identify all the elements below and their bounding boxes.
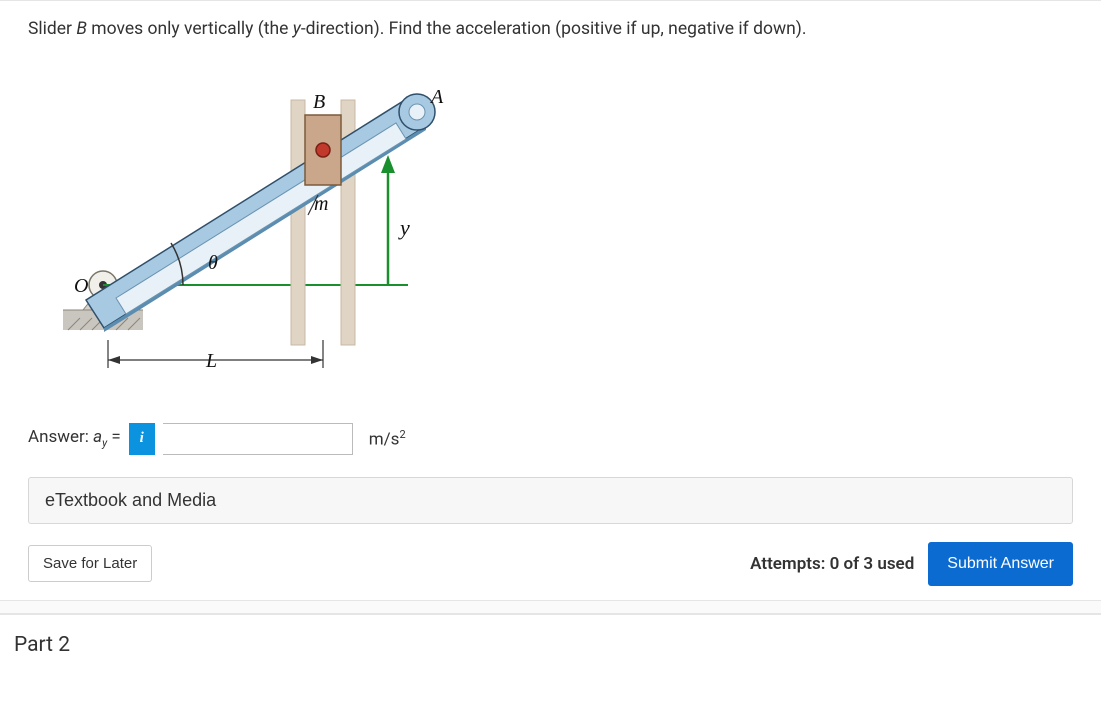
slider-pin <box>316 143 330 157</box>
unit-base: m/s <box>369 429 400 449</box>
answer-unit: m/s2 <box>369 428 406 450</box>
unit-sup: 2 <box>399 428 405 441</box>
save-for-later-button[interactable]: Save for Later <box>28 545 152 582</box>
question-text: Slider B moves only vertically (the y-di… <box>28 17 1073 42</box>
mechanism-figure: O B A m y θ L <box>28 60 1073 395</box>
dim-L-arrow-right <box>311 356 323 364</box>
label-y: y <box>398 215 410 240</box>
q-slider-var: B <box>76 19 87 39</box>
dim-L-arrow-left <box>108 356 120 364</box>
guide-left <box>291 100 305 345</box>
label-B: B <box>313 91 325 113</box>
label-A: A <box>429 86 444 108</box>
info-icon[interactable]: i <box>129 423 155 455</box>
q-prefix: Slider <box>28 19 76 39</box>
right-actions: Attempts: 0 of 3 used Submit Answer <box>750 542 1073 586</box>
answer-row: Answer: ay = i m/s2 <box>28 423 1073 455</box>
label-m: m <box>314 193 328 215</box>
slotted-bar <box>86 94 435 332</box>
part-2-header[interactable]: Part 2 <box>0 614 1101 673</box>
q-mid: moves only vertically (the <box>87 19 293 39</box>
q-suffix: -direction). Find the acceleration (posi… <box>301 19 807 39</box>
q-ydir: y <box>293 19 301 39</box>
answer-input[interactable] <box>163 423 353 455</box>
label-L: L <box>205 350 217 372</box>
y-arrow-head <box>381 155 395 173</box>
submit-answer-button[interactable]: Submit Answer <box>928 542 1073 586</box>
answer-equals: = <box>107 427 121 447</box>
label-theta: θ <box>208 252 218 274</box>
figure-svg: O B A m y θ L <box>28 60 458 390</box>
action-row: Save for Later Attempts: 0 of 3 used Sub… <box>28 542 1073 586</box>
section-divider <box>0 600 1101 614</box>
attempts-text: Attempts: 0 of 3 used <box>750 554 914 574</box>
answer-var: a <box>93 427 102 447</box>
answer-label: Answer: ay = <box>28 427 121 449</box>
label-O: O <box>74 275 88 297</box>
etextbook-button[interactable]: eTextbook and Media <box>28 477 1073 524</box>
